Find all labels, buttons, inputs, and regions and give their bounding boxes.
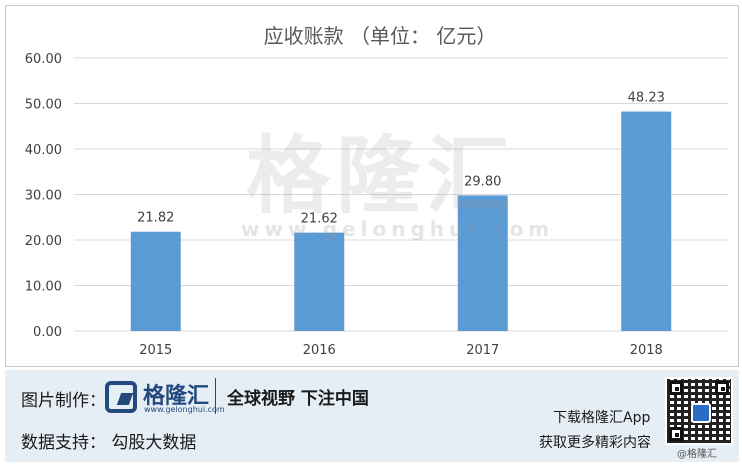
data-label: 29.80: [464, 174, 501, 189]
x-tick-label: 2015: [139, 343, 172, 358]
y-tick-label: 0.00: [33, 325, 62, 340]
chart-title: 应收账款 （单位： 亿元）: [264, 24, 497, 48]
logo-name: 格隆汇: [143, 384, 210, 409]
qr-logo-icon: [691, 403, 711, 423]
x-tick-label: 2016: [303, 343, 336, 358]
data-label: 21.82: [137, 211, 174, 226]
data-label: 21.62: [301, 212, 338, 227]
logo-url: www.gelonghui.com: [144, 405, 225, 414]
gelonghui-logo-icon: [105, 381, 137, 413]
y-tick-label: 30.00: [25, 189, 62, 204]
y-tick-label: 50.00: [25, 98, 62, 113]
qr-finder-icon: [669, 427, 683, 441]
footer-banner: 图片制作： 格隆汇 www.gelonghui.com 全球视野 下注中国 数据…: [5, 370, 739, 462]
qr-code-icon: [665, 377, 733, 445]
bar-2015: [130, 231, 181, 331]
bar-2017: [457, 195, 508, 331]
x-tick-label: 2018: [630, 343, 663, 358]
more-content-text: 获取更多精彩内容: [539, 435, 651, 451]
credit-label: 图片制作：: [21, 391, 106, 411]
qr-finder-icon: [669, 381, 683, 395]
qr-caption: @格隆汇: [677, 449, 717, 460]
slogan: 全球视野 下注中国: [227, 389, 369, 409]
data-source: 数据支持： 勾股大数据: [21, 433, 197, 453]
y-tick-label: 10.00: [25, 280, 62, 295]
y-tick-label: 40.00: [25, 143, 62, 158]
chart-frame: 应收账款 （单位： 亿元） 0.00 10.00 20.00 30.00 40.00 50…: [5, 5, 739, 367]
x-tick-label: 2017: [466, 343, 499, 358]
y-tick-label: 20.00: [25, 234, 62, 249]
download-app-text: 下载格隆汇App: [553, 410, 651, 426]
qr-finder-icon: [715, 381, 729, 395]
logo-divider: [215, 378, 216, 414]
y-tick-label: 60.00: [25, 52, 62, 67]
bar-chart: 应收账款 （单位： 亿元） 0.00 10.00 20.00 30.00 40.00 50…: [25, 24, 728, 358]
bar-2016: [294, 232, 345, 331]
bar-2018: [621, 111, 672, 331]
data-label: 48.23: [628, 91, 665, 106]
